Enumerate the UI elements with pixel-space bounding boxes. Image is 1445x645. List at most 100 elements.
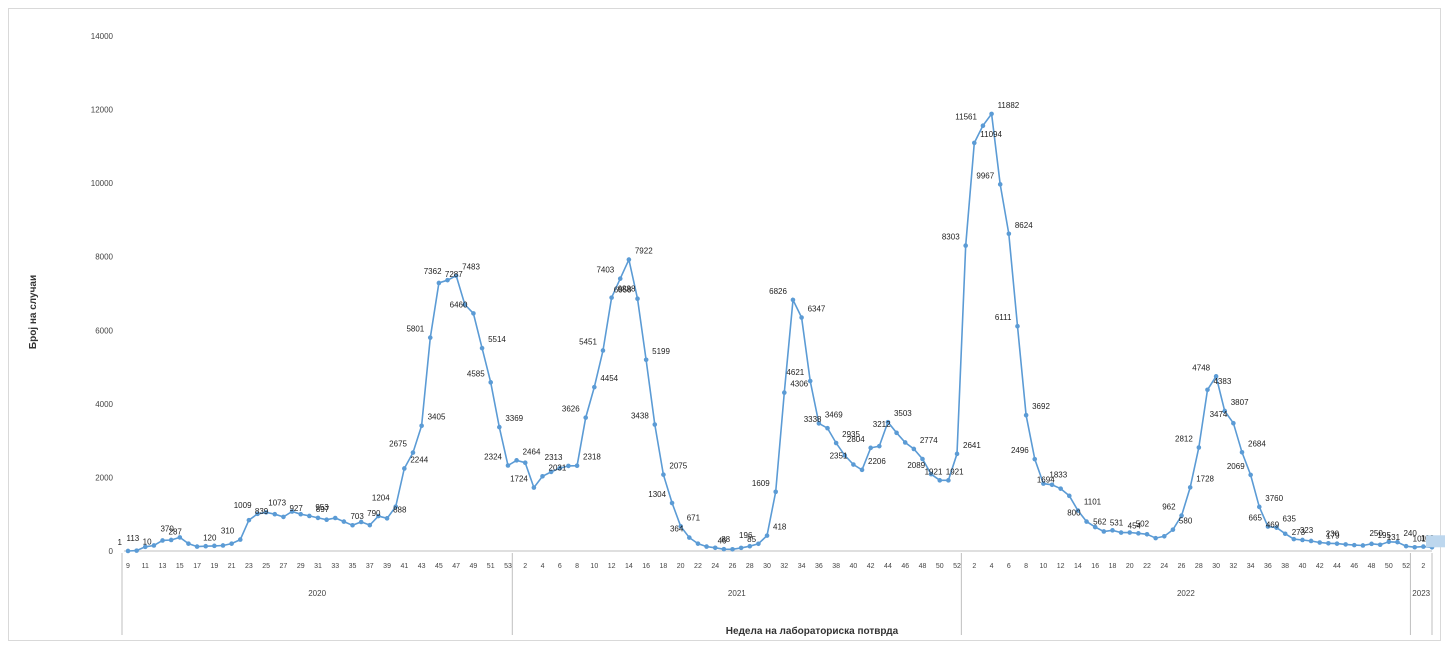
- x-tick-label: 2: [523, 563, 527, 570]
- data-label: 3807: [1231, 398, 1249, 407]
- x-tick-label: 52: [953, 563, 961, 570]
- x-axis: 9 11 13 15 17 19 21 23 25 27 29 31 33 35 37 39 41 43 45 47 4…: [121, 550, 1433, 635]
- data-label: 927: [289, 504, 303, 513]
- data-point: [583, 415, 588, 420]
- data-label: 370: [160, 524, 174, 533]
- data-point: [436, 280, 442, 286]
- series-line: [127, 111, 1433, 552]
- x-tick-label: 34: [798, 563, 806, 570]
- data-point: [298, 511, 304, 517]
- data-point: [902, 440, 908, 445]
- data-point: [972, 140, 977, 146]
- data-point: [246, 517, 252, 523]
- data-point: [937, 478, 943, 483]
- data-label: 11094: [980, 130, 1002, 139]
- data-point: [566, 463, 571, 469]
- data-label: 3438: [631, 412, 649, 421]
- x-tick-label: 32: [1229, 563, 1237, 570]
- x-tick-label: 38: [1281, 563, 1289, 570]
- x-tick-label: 53: [504, 563, 512, 570]
- x-tick-label: 4: [541, 563, 545, 570]
- x-tick-label: 12: [608, 563, 616, 570]
- data-point: [453, 273, 459, 279]
- year-label: 2023: [1412, 589, 1430, 598]
- data-label: 7362: [424, 267, 442, 276]
- data-point: [773, 489, 778, 495]
- data-point: [1205, 387, 1210, 393]
- data-point: [212, 543, 217, 549]
- data-point: [272, 511, 278, 517]
- data-point: [833, 440, 839, 446]
- data-label: 2804: [847, 435, 865, 444]
- data-label: 1921: [925, 467, 943, 476]
- data-point: [125, 548, 131, 554]
- y-tick-label: 14000: [91, 32, 114, 41]
- data-point: [764, 533, 770, 538]
- year-label: 2020: [308, 589, 326, 598]
- x-tick-label: 22: [1143, 563, 1151, 570]
- data-point: [635, 296, 640, 302]
- data-label: 790: [367, 509, 381, 518]
- data-point: [877, 443, 882, 449]
- x-tick-label: 18: [1109, 563, 1117, 570]
- data-point: [350, 522, 355, 528]
- x-tick-label: 48: [1368, 563, 1376, 570]
- data-label: 962: [1162, 503, 1176, 512]
- data-label: 196: [739, 531, 753, 540]
- data-point: [1231, 420, 1236, 426]
- data-point: [885, 419, 891, 425]
- data-label: 2774: [920, 436, 938, 445]
- data-point: [1377, 542, 1383, 548]
- x-tick-label: 20: [677, 563, 685, 570]
- data-label: 6826: [769, 287, 787, 296]
- data-label: 4621: [786, 368, 804, 377]
- x-tick-label: 16: [1091, 563, 1099, 570]
- data-label: 3626: [562, 405, 580, 414]
- data-point: [1343, 542, 1348, 547]
- data-label: 323: [1300, 526, 1314, 535]
- x-tick-label: 15: [176, 563, 184, 570]
- data-label: 6347: [808, 305, 826, 314]
- x-tick-label: 21: [228, 563, 236, 570]
- data-label: 1609: [752, 479, 770, 488]
- data-point: [376, 513, 381, 519]
- data-point: [600, 348, 606, 353]
- data-label: 1009: [234, 501, 252, 510]
- data-label: 2075: [669, 462, 687, 471]
- data-label: 1101: [1084, 497, 1102, 506]
- data-point: [609, 295, 614, 300]
- x-tick-label: 50: [1385, 563, 1393, 570]
- x-tick-label: 31: [314, 563, 322, 570]
- data-point: [997, 182, 1003, 187]
- x-tick-label: 6: [558, 563, 562, 570]
- data-point: [704, 544, 709, 549]
- data-label: 5451: [579, 337, 597, 346]
- data-point: [738, 545, 744, 551]
- data-label: 8624: [1015, 221, 1033, 230]
- data-label: 3692: [1032, 402, 1050, 411]
- data-label: 2496: [1011, 446, 1029, 455]
- x-tick-label: 41: [400, 563, 408, 570]
- data-point: [617, 276, 623, 281]
- y-axis: 0 2000 4000 6000 8000 10000 12000 14000: [91, 32, 114, 556]
- data-label: 310: [221, 527, 235, 536]
- data-point: [479, 345, 485, 351]
- data-point: [1118, 530, 1124, 535]
- x-tick-label: 45: [435, 563, 443, 570]
- x-tick-label: 12: [1057, 563, 1065, 570]
- data-label: 2641: [963, 441, 981, 450]
- x-tick-label: 9: [126, 563, 130, 570]
- x-tick-label: 38: [832, 563, 840, 570]
- data-label: 469: [1266, 521, 1280, 530]
- data-point: [1213, 374, 1219, 379]
- y-tick-label: 2000: [95, 473, 113, 482]
- x-tick-label: 42: [1316, 563, 1324, 570]
- data-point: [263, 510, 269, 515]
- x-tick-label: 22: [694, 563, 702, 570]
- data-point: [332, 515, 338, 521]
- data-label: 1: [118, 538, 123, 547]
- x-tick-label: 26: [1178, 563, 1186, 570]
- data-label: 2069: [1227, 462, 1245, 471]
- data-label: 1694: [1037, 476, 1055, 485]
